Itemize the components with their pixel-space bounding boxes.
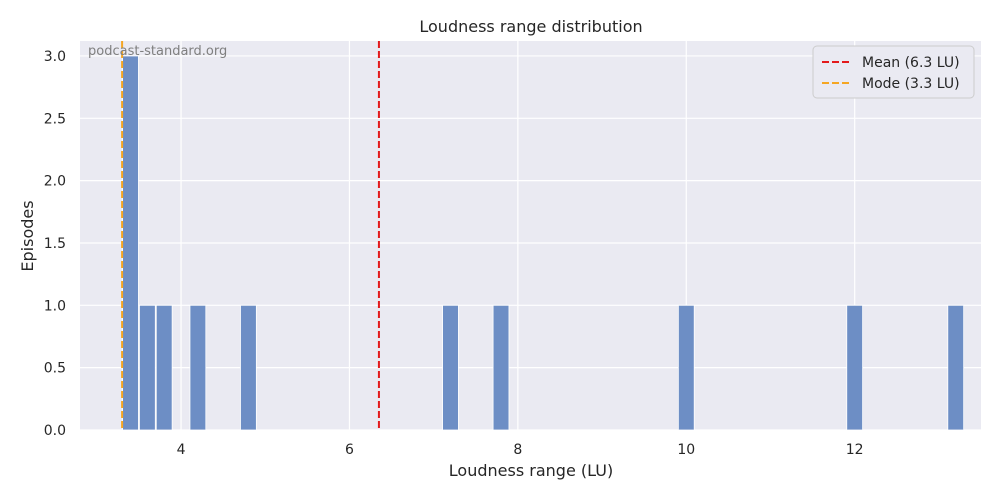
y-axis-ticks: 0.0 0.5 1.0 1.5 2.0 2.5 3.0 — [44, 49, 66, 439]
y-tick-label-3: 1.5 — [44, 236, 66, 252]
x-tick-label-3: 10 — [677, 442, 695, 458]
histogram-bar-9 — [947, 304, 965, 431]
y-tick-label-5: 2.5 — [44, 111, 66, 127]
chart-title: Loudness range distribution — [419, 17, 642, 36]
reference-lines — [121, 41, 380, 430]
watermark: podcast-standard.org — [88, 44, 227, 59]
y-tick-label-1: 0.5 — [44, 361, 66, 377]
legend-label-1: Mode (3.3 LU) — [862, 76, 960, 92]
y-tick-label-0: 0.0 — [44, 423, 66, 439]
x-tick-label-4: 12 — [846, 442, 864, 458]
grid — [80, 41, 981, 431]
histogram-bar-5 — [442, 304, 459, 431]
y-tick-label-4: 2.0 — [44, 174, 66, 190]
histogram-bar-0 — [122, 55, 139, 431]
x-tick-label-1: 6 — [345, 442, 354, 458]
plot-area — [80, 41, 981, 430]
histogram-bar-3 — [189, 304, 207, 431]
histogram-bar-2 — [155, 304, 173, 431]
legend-label-0: Mean (6.3 LU) — [862, 55, 960, 71]
histogram-bar-1 — [139, 304, 156, 431]
x-axis-label: Loudness range (LU) — [449, 461, 613, 480]
histogram-bar-7 — [677, 304, 695, 431]
x-axis-ticks: 4 6 8 10 12 — [177, 442, 864, 458]
histogram-bar-6 — [492, 304, 510, 431]
y-axis-label: Episodes — [18, 200, 37, 271]
x-tick-label-0: 4 — [177, 442, 186, 458]
y-tick-label-2: 1.0 — [44, 298, 66, 314]
x-tick-label-2: 8 — [513, 442, 522, 458]
histogram-bar-4 — [240, 304, 257, 431]
bars — [122, 55, 965, 431]
y-tick-label-6: 3.0 — [44, 49, 66, 65]
legend-box — [812, 45, 975, 99]
histogram-bar-8 — [846, 304, 864, 431]
legend: Mean (6.3 LU) Mode (3.3 LU) — [812, 45, 975, 99]
